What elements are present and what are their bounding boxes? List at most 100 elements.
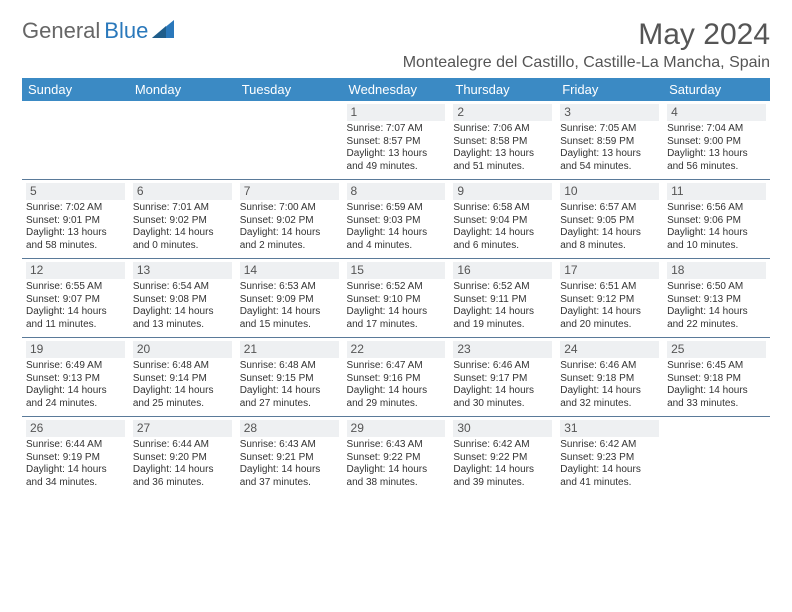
day-number: 23: [453, 341, 552, 358]
daylight-line-2: and 56 minutes.: [667, 161, 766, 174]
dow-friday: Friday: [556, 78, 663, 101]
sunset-line: Sunset: 9:08 PM: [133, 294, 232, 307]
daylight-line-1: Daylight: 14 hours: [453, 227, 552, 240]
day-number: 24: [560, 341, 659, 358]
daylight-line-2: and 34 minutes.: [26, 477, 125, 490]
sunset-line: Sunset: 9:20 PM: [133, 452, 232, 465]
day-number: 11: [667, 183, 766, 200]
sunrise-line: Sunrise: 7:07 AM: [347, 123, 446, 136]
sunset-line: Sunset: 9:02 PM: [240, 215, 339, 228]
sunrise-line: Sunrise: 6:43 AM: [347, 439, 446, 452]
sunset-line: Sunset: 9:04 PM: [453, 215, 552, 228]
day-number: 25: [667, 341, 766, 358]
daylight-line-2: and 27 minutes.: [240, 398, 339, 411]
daylight-line-1: Daylight: 14 hours: [26, 464, 125, 477]
daylight-line-2: and 13 minutes.: [133, 319, 232, 332]
calendar-cell: 30Sunrise: 6:42 AMSunset: 9:22 PMDayligh…: [449, 417, 556, 496]
calendar-table: Sunday Monday Tuesday Wednesday Thursday…: [22, 78, 770, 495]
daylight-line-2: and 41 minutes.: [560, 477, 659, 490]
calendar-cell: 23Sunrise: 6:46 AMSunset: 9:17 PMDayligh…: [449, 338, 556, 417]
daylight-line-2: and 32 minutes.: [560, 398, 659, 411]
day-number: 20: [133, 341, 232, 358]
sunrise-line: Sunrise: 6:50 AM: [667, 281, 766, 294]
day-number: 30: [453, 420, 552, 437]
dow-tuesday: Tuesday: [236, 78, 343, 101]
daylight-line-2: and 22 minutes.: [667, 319, 766, 332]
day-number: 14: [240, 262, 339, 279]
daylight-line-2: and 51 minutes.: [453, 161, 552, 174]
daylight-line-2: and 10 minutes.: [667, 240, 766, 253]
daylight-line-1: Daylight: 14 hours: [240, 464, 339, 477]
daylight-line-2: and 15 minutes.: [240, 319, 339, 332]
daylight-line-2: and 11 minutes.: [26, 319, 125, 332]
brand-logo: GeneralBlue: [22, 18, 174, 44]
daylight-line-2: and 24 minutes.: [26, 398, 125, 411]
sunset-line: Sunset: 9:12 PM: [560, 294, 659, 307]
day-number: 6: [133, 183, 232, 200]
sunset-line: Sunset: 9:13 PM: [667, 294, 766, 307]
calendar-cell: 13Sunrise: 6:54 AMSunset: 9:08 PMDayligh…: [129, 259, 236, 338]
daylight-line-2: and 49 minutes.: [347, 161, 446, 174]
sunset-line: Sunset: 9:10 PM: [347, 294, 446, 307]
calendar-body: ...1Sunrise: 7:07 AMSunset: 8:57 PMDayli…: [22, 101, 770, 495]
sunrise-line: Sunrise: 7:06 AM: [453, 123, 552, 136]
title-block: May 2024 Montealegre del Castillo, Casti…: [403, 18, 770, 72]
sunrise-line: Sunrise: 6:42 AM: [453, 439, 552, 452]
daylight-line-2: and 29 minutes.: [347, 398, 446, 411]
day-number: 22: [347, 341, 446, 358]
sunrise-line: Sunrise: 6:54 AM: [133, 281, 232, 294]
calendar-cell: 26Sunrise: 6:44 AMSunset: 9:19 PMDayligh…: [22, 417, 129, 496]
sunset-line: Sunset: 9:03 PM: [347, 215, 446, 228]
sunrise-line: Sunrise: 7:01 AM: [133, 202, 232, 215]
daylight-line-1: Daylight: 14 hours: [133, 306, 232, 319]
sunset-line: Sunset: 9:16 PM: [347, 373, 446, 386]
calendar-cell: 31Sunrise: 6:42 AMSunset: 9:23 PMDayligh…: [556, 417, 663, 496]
daylight-line-2: and 4 minutes.: [347, 240, 446, 253]
daylight-line-2: and 37 minutes.: [240, 477, 339, 490]
sunrise-line: Sunrise: 6:44 AM: [26, 439, 125, 452]
calendar-cell: 2Sunrise: 7:06 AMSunset: 8:58 PMDaylight…: [449, 101, 556, 180]
sunset-line: Sunset: 9:13 PM: [26, 373, 125, 386]
calendar-cell: 25Sunrise: 6:45 AMSunset: 9:18 PMDayligh…: [663, 338, 770, 417]
sunset-line: Sunset: 9:06 PM: [667, 215, 766, 228]
sunset-line: Sunset: 9:17 PM: [453, 373, 552, 386]
daylight-line-1: Daylight: 13 hours: [560, 148, 659, 161]
daylight-line-1: Daylight: 14 hours: [453, 464, 552, 477]
calendar-cell: 15Sunrise: 6:52 AMSunset: 9:10 PMDayligh…: [343, 259, 450, 338]
dow-wednesday: Wednesday: [343, 78, 450, 101]
daylight-line-2: and 2 minutes.: [240, 240, 339, 253]
day-number: 4: [667, 104, 766, 121]
sunrise-line: Sunrise: 6:57 AM: [560, 202, 659, 215]
month-title: May 2024: [403, 18, 770, 52]
calendar-cell: 3Sunrise: 7:05 AMSunset: 8:59 PMDaylight…: [556, 101, 663, 180]
sunrise-line: Sunrise: 6:42 AM: [560, 439, 659, 452]
day-number: 7: [240, 183, 339, 200]
daylight-line-2: and 8 minutes.: [560, 240, 659, 253]
calendar-cell: .: [22, 101, 129, 180]
brand-part1: General: [22, 18, 100, 44]
dow-thursday: Thursday: [449, 78, 556, 101]
calendar-cell: .: [129, 101, 236, 180]
sunrise-line: Sunrise: 6:44 AM: [133, 439, 232, 452]
calendar-cell: 12Sunrise: 6:55 AMSunset: 9:07 PMDayligh…: [22, 259, 129, 338]
day-number: 5: [26, 183, 125, 200]
calendar-cell: 28Sunrise: 6:43 AMSunset: 9:21 PMDayligh…: [236, 417, 343, 496]
daylight-line-1: Daylight: 14 hours: [667, 306, 766, 319]
sunset-line: Sunset: 9:19 PM: [26, 452, 125, 465]
header: GeneralBlue May 2024 Montealegre del Cas…: [22, 18, 770, 72]
dow-sunday: Sunday: [22, 78, 129, 101]
daylight-line-1: Daylight: 14 hours: [133, 227, 232, 240]
calendar-cell: 9Sunrise: 6:58 AMSunset: 9:04 PMDaylight…: [449, 180, 556, 259]
daylight-line-2: and 19 minutes.: [453, 319, 552, 332]
daylight-line-1: Daylight: 14 hours: [240, 385, 339, 398]
calendar-cell: .: [663, 417, 770, 496]
daylight-line-1: Daylight: 14 hours: [240, 306, 339, 319]
sunrise-line: Sunrise: 6:55 AM: [26, 281, 125, 294]
sunset-line: Sunset: 9:23 PM: [560, 452, 659, 465]
day-number: 29: [347, 420, 446, 437]
sunset-line: Sunset: 9:05 PM: [560, 215, 659, 228]
sunrise-line: Sunrise: 6:53 AM: [240, 281, 339, 294]
sunrise-line: Sunrise: 6:45 AM: [667, 360, 766, 373]
day-number: 10: [560, 183, 659, 200]
brand-part2: Blue: [104, 18, 148, 44]
